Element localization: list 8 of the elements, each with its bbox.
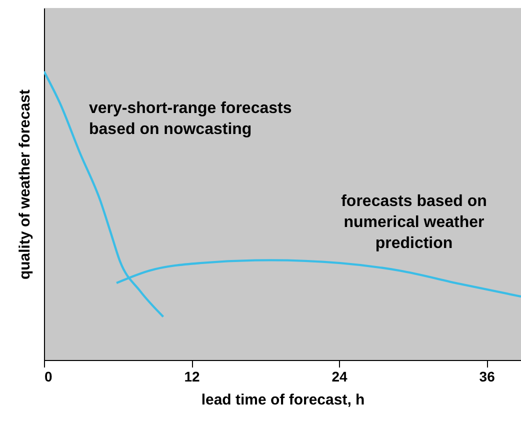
- y-axis-title: quality of weather forecast: [16, 89, 34, 280]
- x-tick-label: 0: [44, 368, 52, 384]
- series-label: very-short-range forecasts based on nowcasting: [89, 100, 292, 138]
- x-tick-label: 12: [184, 368, 200, 384]
- x-tick-label: 36: [479, 368, 496, 384]
- x-axis-title: lead time of forecast, h: [201, 392, 365, 408]
- x-tick-label: 24: [332, 368, 348, 384]
- series-label: forecasts based on numerical weather prediction: [341, 193, 487, 252]
